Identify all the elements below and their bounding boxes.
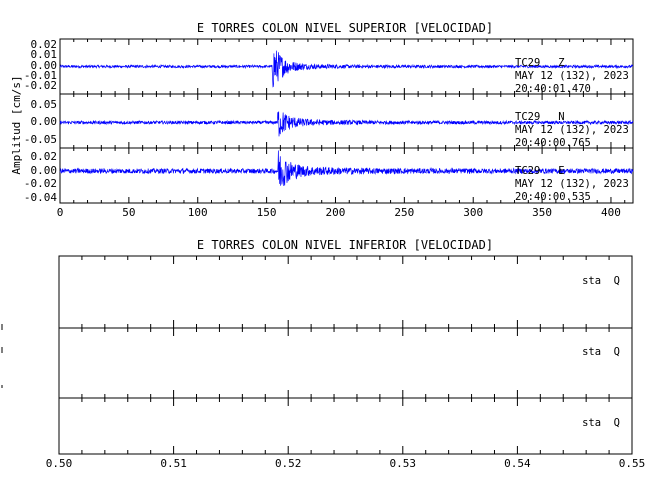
n-station: TC29: [515, 111, 540, 123]
lower-chart-title: E TORRES COLON NIVEL INFERIOR [VELOCIDAD…: [197, 238, 493, 252]
z-component: Z: [558, 57, 564, 69]
lower-panel-1-label: sta Q: [582, 275, 620, 287]
x-tick-label: 50: [122, 206, 135, 219]
x-tick-label: 0.54: [504, 457, 531, 470]
lower-panel-1-frame: [58, 255, 633, 329]
lower-panel-3-frame: [58, 397, 633, 455]
x-tick-label: 0.53: [390, 457, 417, 470]
x-tick-label: 300: [463, 206, 483, 219]
x-tick-label: 250: [394, 206, 414, 219]
z-ytick-label: -0.01: [24, 69, 57, 82]
x-tick-label: 150: [257, 206, 277, 219]
z-ytick-label: 0.00: [31, 59, 58, 72]
x-tick-label: 0: [57, 206, 64, 219]
x-tick-label: 200: [326, 206, 346, 219]
n-ytick-label: -0.05: [24, 133, 57, 146]
z-ytick-label: 0.01: [31, 48, 58, 61]
e-ytick-label: 0.00: [31, 164, 58, 177]
upper-chart-title: E TORRES COLON NIVEL SUPERIOR [VELOCIDAD…: [197, 21, 493, 35]
e-ytick-label: 0.02: [31, 150, 58, 163]
n-station-annotation: TC29 N MAY 12 (132), 2023 20:40:00.765: [515, 111, 629, 149]
lower-panel-2-frame: [58, 327, 633, 399]
z-station-annotation: TC29 Z MAY 12 (132), 2023 20:40:01.470: [515, 57, 629, 95]
lower-x-axis: 0.50 0.51 0.52 0.53 0.54 0.55: [46, 256, 646, 470]
e-station-annotation: TC29 E MAY 12 (132), 2023 20:40:00.535: [515, 165, 629, 203]
n-date: MAY 12 (132), 2023: [515, 124, 629, 136]
upper-panel-e-frame: [59, 147, 634, 204]
e-component: E: [558, 165, 564, 177]
x-tick-label: 350: [532, 206, 552, 219]
z-ytick-label: 0.02: [31, 38, 58, 51]
upper-x-axis: 0 50 100 150 200 250 300 350 400: [57, 39, 626, 219]
x-tick-label: 0.52: [275, 457, 302, 470]
lower-panel-3-label: sta Q: [582, 417, 620, 429]
x-tick-label: 100: [188, 206, 208, 219]
n-ytick-label: 0.05: [31, 98, 58, 111]
x-tick-label: 400: [601, 206, 621, 219]
e-ytick-label: -0.02: [24, 177, 57, 190]
x-tick-label: 0.55: [619, 457, 646, 470]
n-time: 20:40:00.765: [515, 137, 591, 149]
e-time: 20:40:00.535: [515, 191, 591, 203]
upper-chart-ylabel: Amplitud [cm/s]: [10, 75, 23, 174]
e-station: TC29: [515, 165, 540, 177]
lower-chart: E TORRES COLON NIVEL INFERIOR [VELOCIDAD…: [1, 238, 646, 470]
e-date: MAY 12 (132), 2023: [515, 178, 629, 190]
upper-chart: E TORRES COLON NIVEL SUPERIOR [VELOCIDAD…: [10, 21, 634, 219]
z-date: MAY 12 (132), 2023: [515, 70, 629, 82]
lower-panel-2-label: sta Q: [582, 346, 620, 358]
z-station: TC29: [515, 57, 540, 69]
z-time: 20:40:01.470: [515, 83, 591, 95]
n-ytick-label: 0.00: [31, 115, 58, 128]
x-tick-label: 0.50: [46, 457, 73, 470]
z-ytick-label: -0.02: [24, 79, 57, 92]
e-ytick-label: -0.04: [24, 191, 57, 204]
waveform-z-series: [59, 50, 634, 88]
waveform-e-series: [59, 150, 634, 186]
x-tick-label: 0.51: [160, 457, 187, 470]
n-component: N: [558, 111, 564, 123]
waveform-n-series: [59, 111, 634, 137]
